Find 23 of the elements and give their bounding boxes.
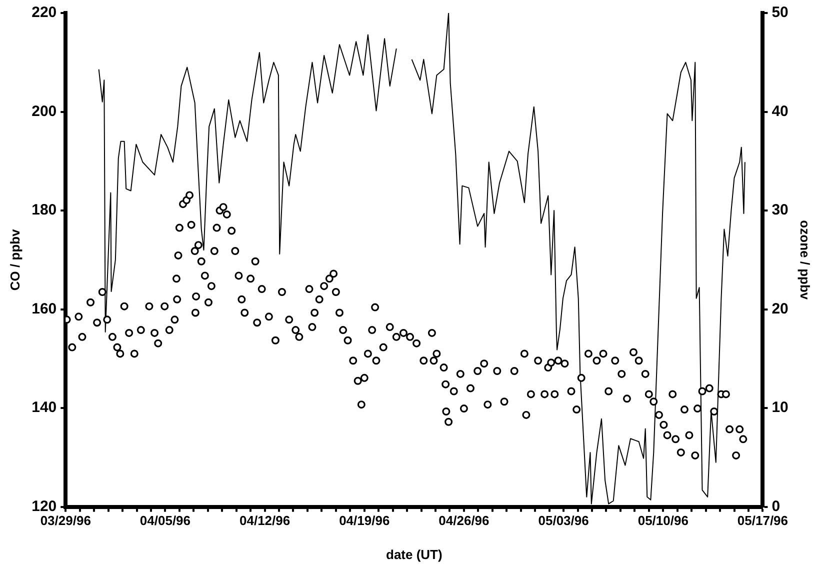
x-tick-label: 04/12/96 (239, 513, 290, 528)
x-tick-label: 05/10/96 (638, 513, 688, 528)
y-tick-label: 120 (32, 498, 57, 515)
x-tick-label: 03/29/96 (40, 513, 91, 528)
y-tick-label: 160 (32, 300, 57, 318)
y-tick-label: 140 (32, 399, 57, 416)
y2-tick-label: 50 (772, 4, 788, 22)
y2-tick-label: 10 (772, 399, 788, 416)
y-axis-title: CO / ppbv (7, 228, 22, 291)
y2-tick-label: 20 (772, 300, 788, 318)
y-tick-label: 180 (32, 202, 57, 219)
x-tick-label: 05/03/96 (538, 513, 589, 528)
x-tick-label: 04/19/96 (339, 513, 390, 528)
y2-tick-label: 0 (772, 498, 780, 515)
y2-tick-label: 30 (772, 202, 788, 219)
x-tick-label: 04/05/96 (140, 513, 191, 528)
y2-axis-title: ozone / ppbv (798, 220, 813, 300)
y-tick-label: 220 (32, 4, 57, 22)
x-tick-label: 05/17/96 (737, 513, 788, 528)
y-tick-label: 200 (32, 102, 57, 120)
x-tick-label: 04/26/96 (438, 513, 490, 528)
x-axis-title: date (UT) (386, 546, 442, 562)
y2-tick-label: 40 (772, 102, 788, 120)
